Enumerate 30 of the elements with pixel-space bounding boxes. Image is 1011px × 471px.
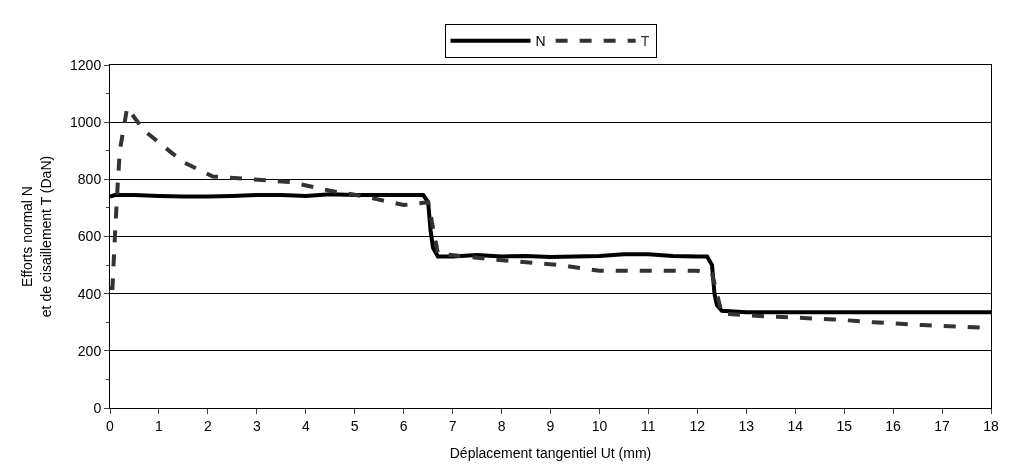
y-tick-label: 400 [77, 285, 102, 302]
x-tick-label: 0 [106, 417, 115, 434]
x-tick-label: 5 [350, 417, 359, 434]
x-tick-label: 18 [983, 417, 999, 434]
x-tick-label: 2 [203, 417, 212, 434]
y-tick-label: 600 [77, 228, 102, 245]
x-tick-label: 8 [497, 417, 506, 434]
text: T [640, 33, 650, 50]
x-tick-label: 10 [591, 417, 608, 434]
x-tick-label: 13 [738, 417, 755, 434]
x-axis-title: Déplacement tangentiel Ut (mm) [449, 445, 652, 462]
y-tick-label: 0 [93, 399, 102, 416]
x-tick-label: 14 [787, 417, 804, 434]
y-tick-label: 800 [77, 171, 102, 188]
x-tick-label: 11 [641, 417, 656, 434]
x-tick-label: 3 [252, 417, 261, 434]
x-tick-label: 9 [546, 417, 555, 434]
x-tick-label: 17 [934, 417, 951, 434]
x-tick-label: 12 [689, 417, 706, 434]
x-tick-label: 1 [155, 417, 164, 434]
x-tick-label: 16 [885, 417, 902, 434]
x-tick-label: 7 [448, 417, 457, 434]
y-tick-label: 1000 [70, 114, 102, 131]
text: N [535, 33, 546, 50]
y-tick-label: 1200 [70, 56, 102, 73]
x-tick-label: 6 [399, 417, 408, 434]
y-tick-label: 200 [77, 342, 102, 359]
x-tick-label: 4 [301, 417, 310, 434]
x-tick-label: 15 [836, 417, 853, 434]
y-axis-title: Efforts normal N et de cisaillement T (DaN) [19, 155, 54, 318]
